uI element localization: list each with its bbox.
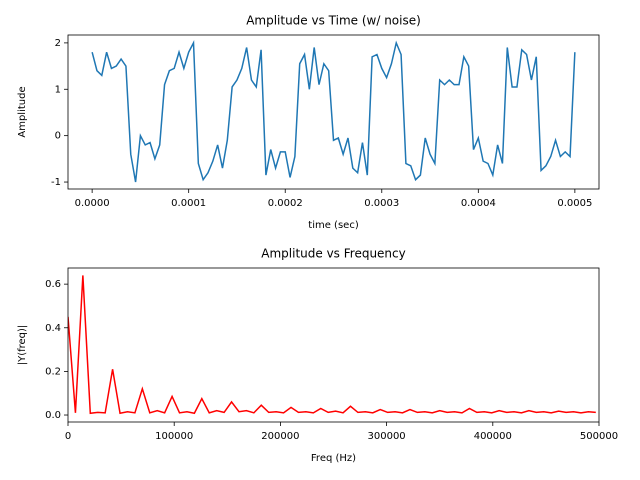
data-line [68, 275, 596, 415]
y-tick-label: 0.4 [45, 323, 61, 334]
x-tick-label: 0.0005 [557, 198, 592, 209]
x-tick-label: 0.0003 [364, 198, 399, 209]
y-axis-label: |Y(freq)| [17, 325, 28, 366]
axes-frame [67, 267, 600, 423]
y-tick-label: -1 [51, 177, 61, 188]
axes-frame [67, 34, 600, 190]
y-tick-label: 2 [55, 38, 61, 49]
x-tick-label: 200000 [261, 431, 299, 442]
x-tick-label: 0 [65, 431, 71, 442]
y-tick-label: 0 [55, 131, 61, 142]
x-tick-label: 0.0001 [171, 198, 206, 209]
y-tick-label: 0.0 [45, 410, 61, 421]
chart-title: Amplitude vs Time (w/ noise) [246, 14, 421, 28]
x-tick-label: 0.0004 [461, 198, 496, 209]
x-tick-label: 500000 [580, 431, 618, 442]
x-tick-label: 400000 [474, 431, 512, 442]
y-tick-label: 0.6 [45, 279, 61, 290]
data-line [91, 40, 576, 183]
x-axis-label: Freq (Hz) [311, 453, 356, 464]
y-tick-label: 0.2 [45, 366, 61, 377]
y-axis-label: Amplitude [17, 86, 28, 137]
x-tick-label: 0.0000 [75, 198, 110, 209]
x-tick-label: 0.0002 [268, 198, 303, 209]
x-axis-label: time (sec) [308, 220, 359, 231]
x-tick-label: 300000 [368, 431, 406, 442]
y-tick-label: 1 [55, 84, 61, 95]
x-tick-label: 100000 [155, 431, 193, 442]
chart-title: Amplitude vs Frequency [261, 247, 405, 261]
